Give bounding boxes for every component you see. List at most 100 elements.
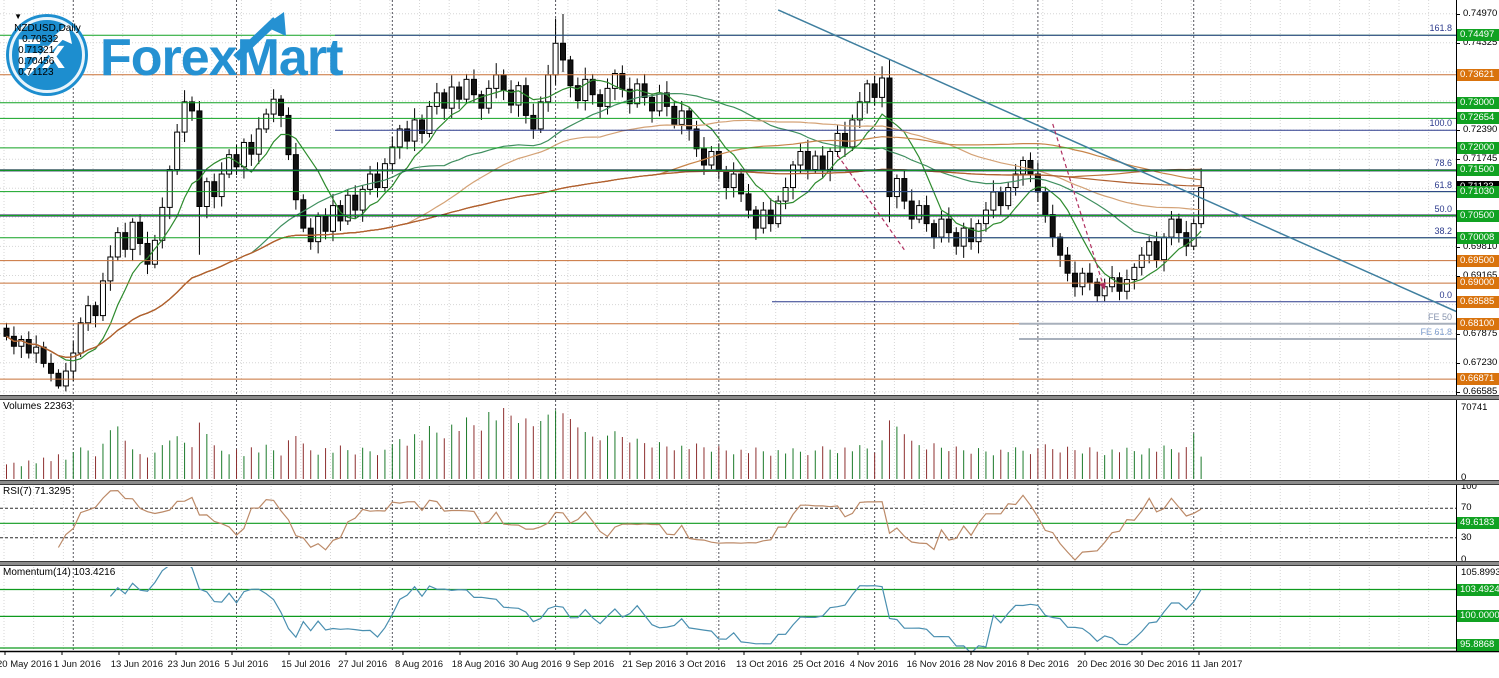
price-tick-mark (1456, 334, 1460, 335)
date-tick-label: 23 Jun 2016 (167, 659, 220, 670)
symbol-period-label: NZDUSD,Daily (14, 23, 81, 34)
panel-separator[interactable] (0, 480, 1499, 485)
price-tick-mark (1456, 14, 1460, 15)
ohlc-low: 0.70456 (18, 56, 55, 67)
price-level-badge: 0.68100 (1457, 318, 1499, 330)
annotations (837, 123, 1106, 291)
price-tick-label: 0.74970 (1463, 8, 1498, 19)
price-tick-mark (1456, 276, 1460, 277)
ohlc-open: 0.70532 (22, 34, 59, 45)
fibonacci-level-label: 61.8 (1434, 180, 1452, 190)
price-level-badge: 0.69500 (1457, 255, 1499, 267)
trendlines (777, 9, 1456, 313)
momentum-level-badge: 103.4924 (1457, 584, 1499, 596)
date-tick-label: 9 Sep 2016 (565, 659, 615, 670)
rsi-tick: 0 (1461, 554, 1467, 565)
chart-title-bar: ▼ NZDUSD,Daily 0.70532 0.71321 0.70456 0… (3, 1, 81, 89)
price-level-badge: 0.72654 (1457, 112, 1499, 124)
price-tick-label: 0.67875 (1463, 328, 1498, 339)
price-tick-label: 0.69810 (1463, 241, 1498, 252)
fibonacci-level-label: 78.6 (1434, 158, 1452, 168)
price-level-badge: 0.68585 (1457, 296, 1499, 308)
fibonacci-level-label: FE 61.8 (1420, 327, 1452, 337)
date-tick-label: 25 Oct 2016 (792, 659, 845, 670)
price-tick-label: 0.66585 (1463, 386, 1498, 397)
price-tick-mark (1456, 392, 1460, 393)
date-tick-label: 3 Oct 2016 (679, 659, 726, 670)
ohlc-high: 0.71321 (18, 45, 55, 56)
date-tick-label: 20 Dec 2016 (1077, 659, 1132, 670)
date-tick-label: 20 May 2016 (0, 659, 52, 670)
price-level-badge: 0.73621 (1457, 69, 1499, 81)
date-tick-label: 16 Nov 2016 (906, 659, 961, 670)
date-tick-label: 5 Jul 2016 (224, 659, 269, 670)
price-level-badge: 0.72000 (1457, 142, 1499, 154)
volumes-max-tick: 70741 (1461, 402, 1488, 413)
rsi-level-badge: 49.6183 (1457, 517, 1499, 529)
date-tick-label: 13 Oct 2016 (736, 659, 788, 670)
price-level-badge: 0.69000 (1457, 277, 1499, 289)
date-tick-label: 8 Aug 2016 (394, 659, 444, 670)
rsi-panel (0, 489, 1456, 561)
price-tick-label: 0.67230 (1463, 357, 1498, 368)
date-tick-label: 30 Dec 2016 (1134, 659, 1188, 670)
forexmart-logo-circle-icon: Fx (6, 14, 88, 96)
price-tick-mark (1456, 130, 1460, 131)
momentum-panel (0, 567, 1456, 651)
price-level-badge: 0.70008 (1457, 232, 1499, 244)
price-tick-mark (1456, 159, 1460, 160)
panel-separator[interactable] (0, 395, 1499, 400)
fibonacci-level-label: 100.0 (1429, 118, 1452, 128)
forexmart-logo: Fx ForexMart (6, 12, 356, 110)
rsi-tick: 100 (1461, 481, 1477, 492)
date-tick-label: 1 Jun 2016 (53, 659, 101, 670)
month-separators (72, 0, 1195, 651)
price-tick-label: 0.72390 (1463, 124, 1498, 135)
rsi-tick: 30 (1461, 532, 1472, 543)
fibonacci-level-label: 161.8 (1429, 23, 1452, 33)
volume-bars (6, 408, 1202, 479)
logo-wordmark-arrow-icon (233, 12, 286, 61)
date-tick-label: 8 Dec 2016 (1020, 659, 1069, 670)
date-tick-label: 30 Aug 2016 (508, 659, 562, 670)
momentum-level-badge: 100.0000 (1457, 610, 1499, 622)
date-tick-label: 13 Jun 2016 (110, 659, 163, 670)
fibonacci-level-label: FE 50 (1427, 312, 1452, 322)
date-tick-label: 28 Nov 2016 (963, 659, 1018, 670)
price-level-badge: 0.74497 (1457, 29, 1499, 41)
fibonacci-level-label: 0.0 (1439, 290, 1452, 300)
price-level-badge: 0.70500 (1457, 210, 1499, 222)
logo-wordmark: ForexMart (100, 29, 343, 87)
price-tick-label: 0.74325 (1463, 37, 1498, 48)
volumes-indicator-label: Volumes 22363 (3, 401, 72, 412)
date-tick-label: 21 Sep 2016 (622, 659, 677, 670)
ohlc-close: 0.71123 (18, 67, 54, 78)
date-tick-label: 27 Jul 2016 (338, 659, 388, 670)
volumes-min-tick: 0 (1461, 472, 1467, 483)
price-tick-mark (1456, 43, 1460, 44)
price-level-badge: 0.66871 (1457, 373, 1499, 385)
price-tick-mark (1456, 247, 1460, 248)
rsi-tick: 70 (1461, 502, 1472, 513)
momentum-indicator-label: Momentum(14) 103.4216 (3, 567, 116, 578)
price-level-badge: 0.71500 (1457, 164, 1499, 176)
levels (0, 34, 1456, 380)
price-tick-label: 0.69165 (1463, 270, 1498, 281)
date-tick-label: 4 Nov 2016 (849, 659, 899, 670)
date-tick-label: 11 Jan 2017 (1190, 659, 1243, 670)
frame (0, 0, 1499, 655)
price-tick-mark (1456, 363, 1460, 364)
logo-arrow-icon (23, 24, 72, 77)
rsi-indicator-label: RSI(7) 71.3295 (3, 486, 71, 497)
collapse-icon[interactable]: ▼ (14, 12, 23, 21)
fibonacci-level-label: 38.2 (1434, 226, 1452, 236)
panel-separator[interactable] (0, 561, 1499, 566)
price-level-badge: 0.73000 (1457, 97, 1499, 109)
momentum-level-badge: 95.8868 (1457, 639, 1499, 651)
candles (3, 13, 1205, 392)
momentum-top-tick: 105.8993 (1461, 567, 1499, 578)
fibonacci-level-label: 50.0 (1434, 204, 1452, 214)
